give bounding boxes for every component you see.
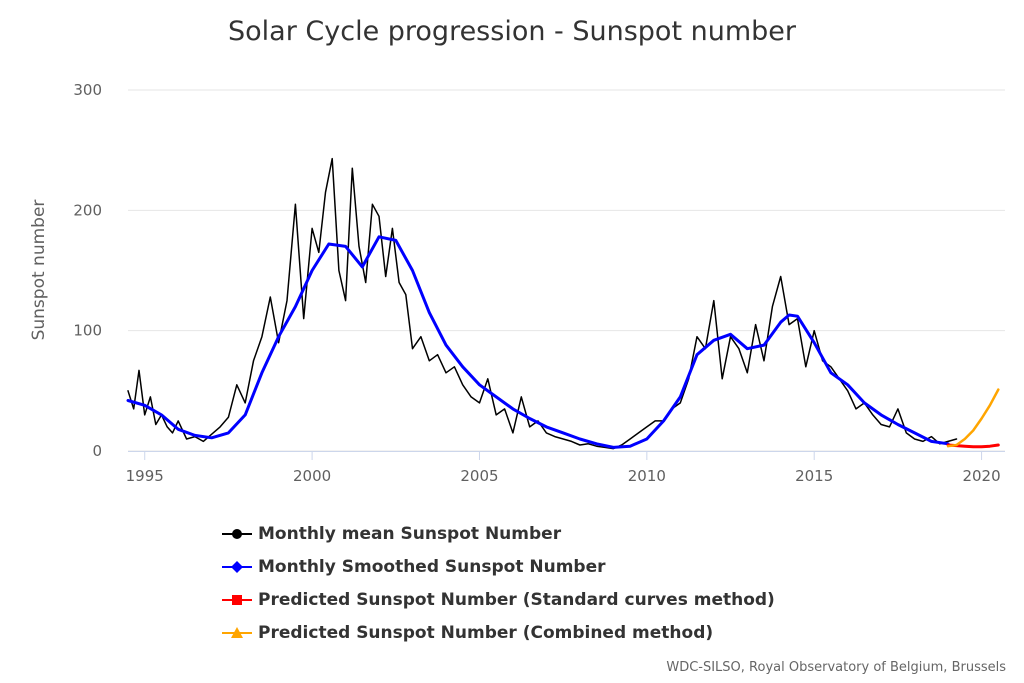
legend-item-predicted-combined[interactable]: Predicted Sunspot Number (Combined metho… — [222, 616, 775, 649]
triangle-marker-icon — [222, 626, 252, 638]
legend-item-smoothed[interactable]: Monthly Smoothed Sunspot Number — [222, 550, 775, 583]
legend-label: Monthly mean Sunspot Number — [258, 523, 562, 544]
x-tick-label: 2010 — [628, 467, 666, 485]
x-tick-label: 2000 — [293, 467, 331, 485]
credits-link[interactable]: WDC-SILSO, Royal Observatory of Belgium,… — [666, 660, 1006, 675]
y-tick-label: 200 — [73, 201, 102, 219]
chart-title: Solar Cycle progression - Sunspot number — [228, 16, 797, 47]
legend-label: Predicted Sunspot Number (Combined metho… — [258, 622, 714, 643]
grid-lines — [128, 89, 1005, 452]
legend: Monthly mean Sunspot Number Monthly Smoo… — [222, 517, 775, 649]
circle-marker-icon — [222, 528, 252, 539]
series-line-1 — [126, 235, 950, 449]
x-tick-label: 2005 — [460, 467, 498, 485]
y-axis-ticks: 0 100 200 300 — [73, 81, 102, 460]
series-line-0 — [127, 157, 958, 450]
series-group — [126, 157, 1000, 450]
series-line-3 — [946, 388, 1000, 448]
y-axis-label: Sunspot number — [29, 200, 49, 341]
legend-label: Monthly Smoothed Sunspot Number — [258, 556, 606, 577]
y-tick-label: 100 — [73, 322, 102, 340]
square-marker-icon — [222, 594, 252, 605]
x-tick-label: 2020 — [962, 467, 1000, 485]
legend-label: Predicted Sunspot Number (Standard curve… — [258, 589, 775, 610]
legend-item-monthly-mean[interactable]: Monthly mean Sunspot Number — [222, 517, 775, 550]
y-tick-label: 300 — [73, 81, 102, 99]
diamond-marker-icon — [222, 560, 252, 573]
legend-item-predicted-standard[interactable]: Predicted Sunspot Number (Standard curve… — [222, 583, 775, 616]
x-axis: 1995 2000 2005 2010 2015 2020 — [126, 451, 1005, 485]
x-tick-label: 1995 — [126, 467, 164, 485]
y-tick-label: 0 — [92, 442, 102, 460]
x-tick-label: 2015 — [795, 467, 833, 485]
